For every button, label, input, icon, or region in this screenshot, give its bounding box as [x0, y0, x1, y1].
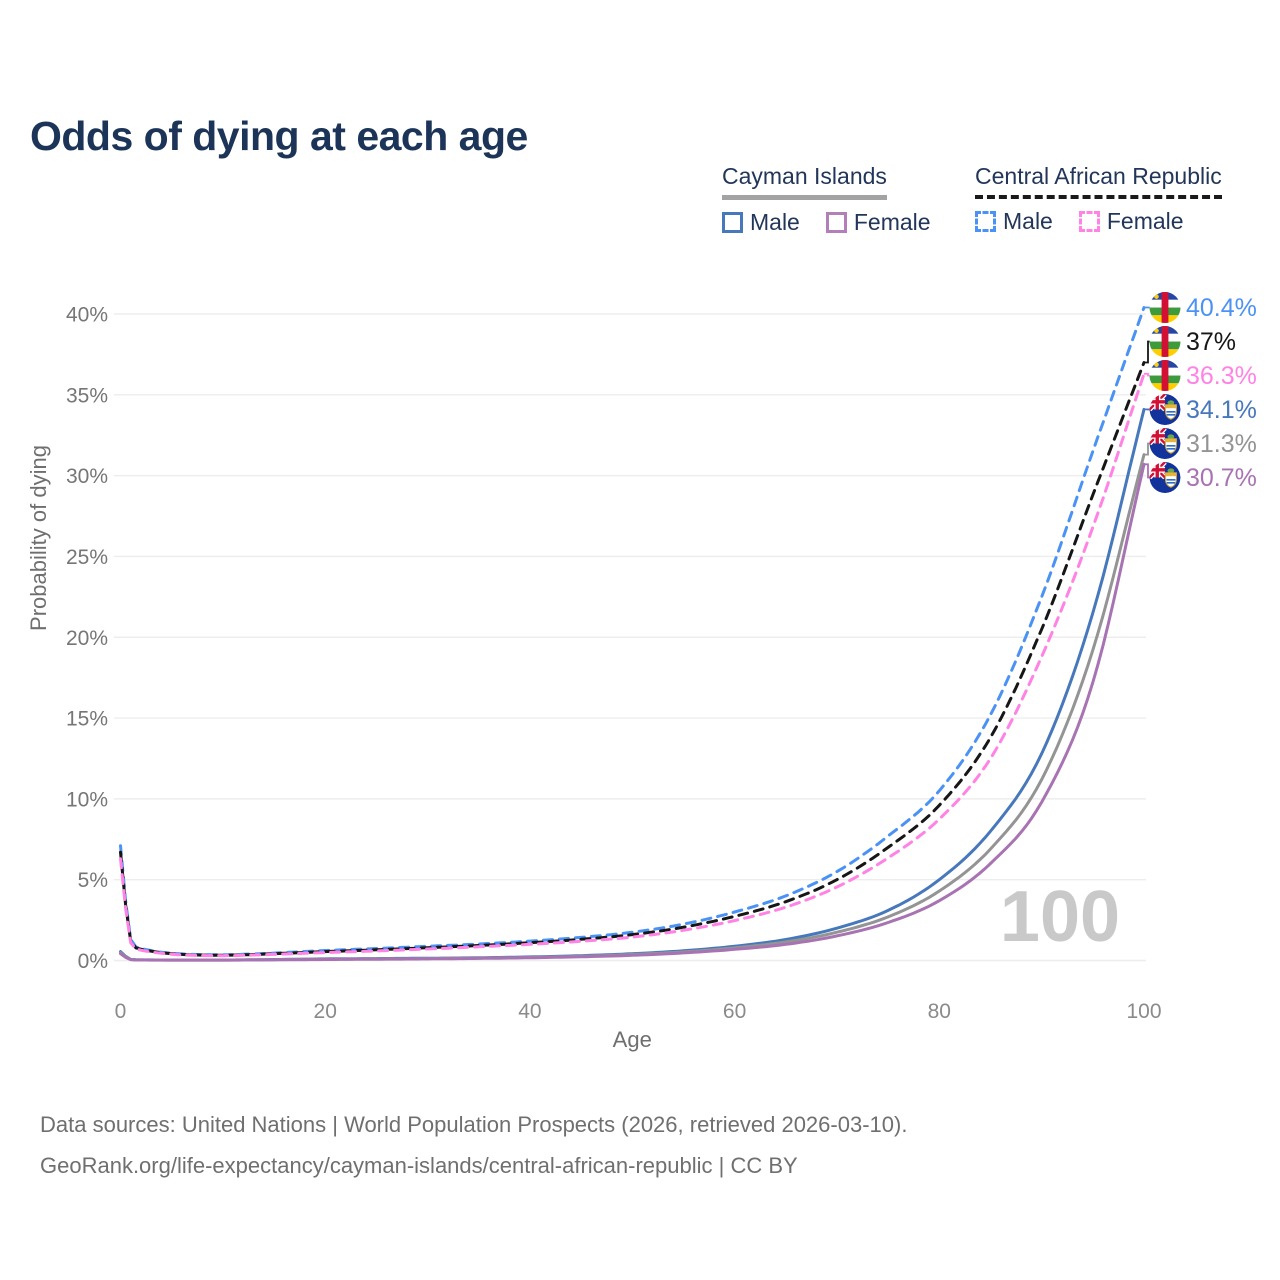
legend-country-cayman-islands: Cayman Islands — [722, 163, 887, 200]
y-tick-label: 10% — [66, 788, 108, 811]
legend-item-cayman-male: Male — [722, 209, 800, 236]
legend-country-central-african-republic: Central African Republic — [975, 163, 1222, 199]
age-watermark: 100 — [1000, 877, 1120, 957]
end-value-label: 40.4% — [1186, 294, 1257, 322]
y-tick-label: 40% — [66, 304, 108, 327]
end-label-connector — [1144, 340, 1150, 364]
end-value-label: 30.7% — [1186, 464, 1257, 492]
legend-item-cayman-female: Female — [825, 209, 931, 236]
legend-label-cayman-male: Male — [750, 209, 800, 235]
end-label-connector — [1144, 442, 1150, 456]
y-tick-label: 5% — [78, 869, 108, 892]
x-tick-label: 0 — [115, 1000, 127, 1023]
page-title: Odds of dying at each age — [30, 113, 528, 160]
x-tick-label: 100 — [1126, 1000, 1161, 1023]
legend-item-car-male: Male — [975, 208, 1053, 235]
y-tick-label: 25% — [66, 546, 108, 569]
series-line-dashed — [119, 306, 1146, 957]
end-value-label: 36.3% — [1186, 362, 1257, 390]
series-line-dashed — [119, 361, 1146, 957]
end-value-label: 31.3% — [1186, 430, 1257, 458]
cayman-islands-flag-icon — [1149, 462, 1181, 494]
series-line-solid — [119, 453, 1146, 962]
x-tick-label: 40 — [518, 1000, 541, 1023]
legend-item-car-female: Female — [1078, 208, 1184, 235]
central-african-republic-flag-icon — [1149, 360, 1181, 392]
footer-sources-line: Data sources: United Nations | World Pop… — [40, 1112, 908, 1137]
end-label-connector — [1144, 463, 1150, 479]
x-tick-label: 80 — [928, 1000, 951, 1023]
cayman-islands-flag-icon — [1149, 428, 1181, 460]
end-value-label: 34.1% — [1186, 396, 1257, 424]
end-value-label: 37% — [1186, 328, 1236, 356]
x-axis-title: Age — [613, 1027, 652, 1052]
x-tick-label: 20 — [314, 1000, 337, 1023]
central-african-republic-flag-icon — [1149, 326, 1181, 358]
series-line-solid — [119, 462, 1146, 962]
legend-label-cayman-female: Female — [853, 209, 931, 235]
legend-swatch-car-male-icon — [975, 211, 996, 232]
y-tick-label: 20% — [66, 627, 108, 650]
cayman-islands-flag-icon — [1149, 394, 1181, 426]
legend-swatch-cayman-female-icon — [825, 212, 847, 233]
y-tick-label: 30% — [66, 465, 108, 488]
series-line-solid — [119, 407, 1146, 962]
y-tick-label: 15% — [66, 708, 108, 731]
y-tick-label: 0% — [78, 950, 108, 973]
legend-label-car-female: Female — [1106, 208, 1184, 234]
series-line-dashed — [119, 372, 1146, 958]
y-tick-label: 35% — [66, 384, 108, 407]
central-african-republic-flag-icon — [1149, 292, 1181, 324]
x-tick-label: 60 — [723, 1000, 746, 1023]
legend-label-car-male: Male — [1003, 208, 1053, 234]
y-axis-title: Probability of dying — [26, 445, 51, 631]
legend-group-cayman-islands: Cayman Islands Male Female — [722, 163, 931, 236]
legend-swatch-cayman-male-icon — [722, 212, 743, 233]
legend-group-central-african-republic: Central African Republic Male Female — [975, 163, 1222, 235]
legend-swatch-car-female-icon — [1078, 211, 1100, 232]
data-sources-footer: Data sources: United Nations | World Pop… — [40, 1104, 907, 1186]
end-label-connector — [1144, 372, 1150, 377]
footer-url-line: GeoRank.org/life-expectancy/cayman-islan… — [40, 1153, 798, 1178]
